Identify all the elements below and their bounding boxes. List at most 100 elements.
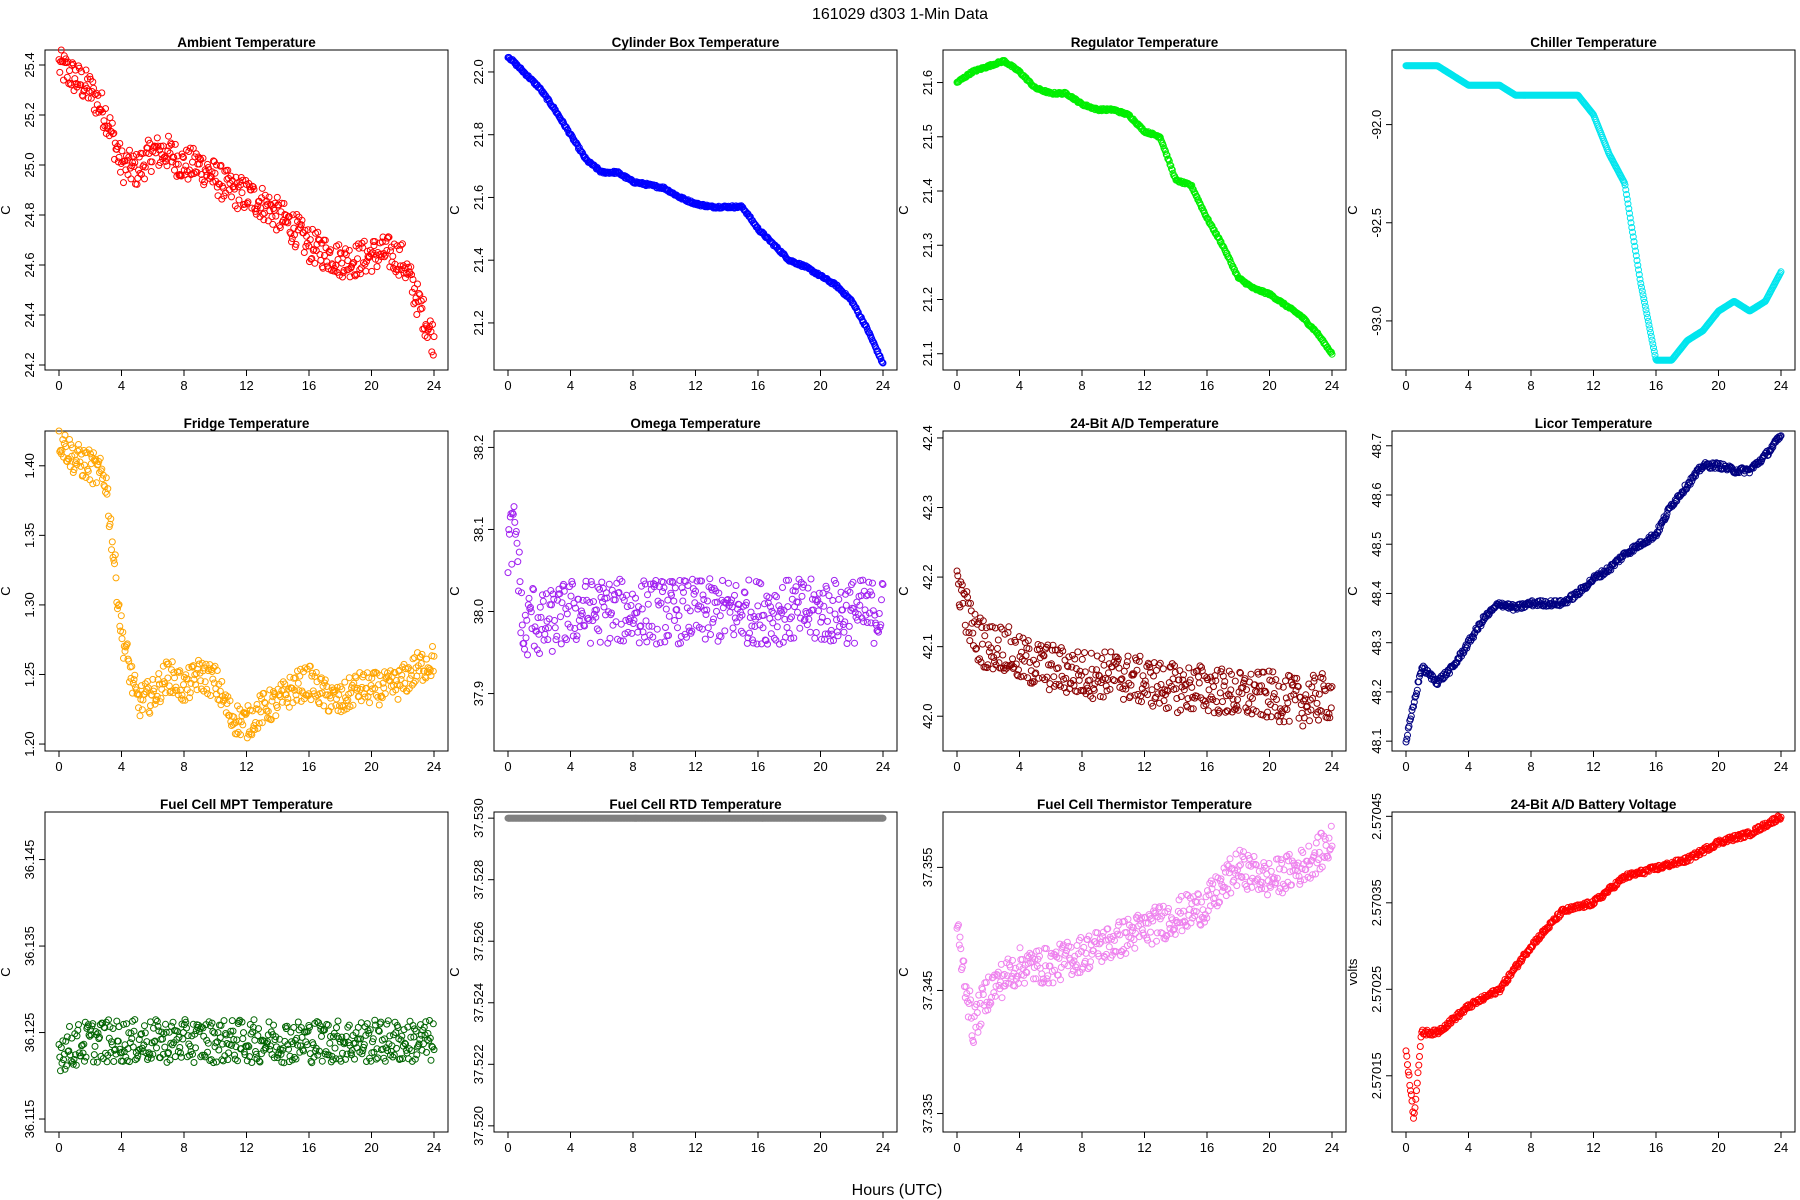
x-tick-label: 24	[1325, 759, 1339, 774]
data-point	[161, 1043, 169, 1051]
data-point	[427, 328, 435, 336]
data-point	[327, 246, 334, 254]
y-tick-label: 22.0	[471, 59, 486, 84]
y-tick-label: 21.2	[471, 310, 486, 335]
data-point	[306, 236, 314, 244]
data-point	[644, 591, 651, 599]
data-point	[521, 645, 528, 653]
data-point	[730, 631, 738, 639]
data-point	[171, 140, 179, 148]
data-point	[605, 580, 613, 588]
x-tick-label: 0	[55, 1140, 62, 1155]
data-point	[524, 651, 531, 659]
data-point	[112, 574, 120, 582]
data-point	[108, 538, 116, 546]
data-point	[292, 240, 300, 248]
x-tick-label: 20	[1711, 759, 1725, 774]
y-tick-label: -92.0	[1369, 110, 1384, 140]
x-tick-label: 0	[953, 378, 960, 393]
chart-title: Licor Temperature	[1535, 416, 1653, 431]
data-point	[272, 212, 280, 220]
data-point	[423, 334, 431, 341]
x-tick-label: 8	[629, 759, 636, 774]
data-point	[409, 276, 417, 283]
data-point	[234, 205, 241, 213]
data-point	[510, 503, 518, 511]
data-point	[598, 578, 606, 586]
data-point	[162, 154, 170, 162]
y-tick-label: 21.4	[471, 248, 486, 273]
data-point	[779, 584, 786, 591]
data-point	[200, 1032, 208, 1040]
data-point	[557, 613, 564, 621]
x-tick-label: 4	[567, 759, 574, 774]
data-point	[103, 490, 111, 498]
data-point	[162, 157, 169, 165]
data-point	[1315, 716, 1322, 724]
data-point	[164, 674, 172, 682]
data-point	[674, 624, 681, 632]
data-point	[285, 213, 293, 221]
data-point	[557, 640, 565, 648]
data-point	[773, 623, 781, 631]
x-tick-label: 20	[1262, 378, 1276, 393]
figure-xlabel: Hours (UTC)	[852, 1182, 943, 1199]
plot-frame	[1391, 49, 1796, 371]
data-point	[332, 261, 340, 269]
data-point	[339, 273, 346, 281]
data-point	[321, 252, 328, 259]
data-point	[358, 239, 366, 247]
data-point	[125, 153, 133, 161]
data-point	[1185, 664, 1193, 672]
x-tick-label: 0	[504, 759, 511, 774]
data-point	[110, 1058, 118, 1065]
data-point	[66, 1023, 73, 1030]
data-point	[561, 634, 569, 642]
data-point	[418, 304, 426, 312]
data-point	[84, 75, 91, 83]
data-point	[429, 351, 437, 359]
y-tick-label: 42.1	[920, 634, 935, 659]
data-point	[188, 170, 196, 178]
data-point	[369, 249, 376, 257]
data-point	[421, 332, 429, 340]
data-point	[211, 169, 219, 177]
data-point	[1299, 722, 1307, 730]
y-tick-label: 36.145	[22, 840, 37, 880]
figure-title: 161029 d303 1-Min Data	[812, 6, 988, 23]
data-point	[807, 575, 815, 583]
y-tick-label: 24.4	[22, 302, 37, 327]
data-point	[131, 671, 139, 679]
x-tick-label: 12	[239, 378, 253, 393]
y-axis-label: C	[447, 586, 462, 595]
data-point	[91, 91, 99, 98]
data-point	[81, 461, 88, 469]
x-tick-label: 24	[876, 1140, 890, 1155]
data-point	[773, 593, 780, 601]
x-tick-label: 8	[629, 378, 636, 393]
data-point	[311, 259, 319, 267]
data-point	[384, 234, 391, 242]
data-point	[106, 114, 114, 122]
y-tick-label: 24.2	[22, 352, 37, 377]
data-points	[1402, 62, 1785, 364]
x-tick-label: 0	[55, 759, 62, 774]
data-point	[354, 240, 362, 248]
data-point	[215, 1046, 223, 1054]
data-point	[1065, 653, 1073, 661]
data-point	[770, 634, 778, 642]
data-point	[335, 241, 343, 249]
x-tick-label: 4	[1016, 759, 1023, 774]
data-point	[326, 1039, 334, 1047]
data-point	[1219, 698, 1226, 706]
data-point	[368, 267, 376, 275]
data-point	[359, 244, 367, 252]
y-tick-label: 38.2	[471, 435, 486, 460]
data-point	[141, 1022, 148, 1030]
data-point	[824, 617, 831, 625]
data-point	[675, 612, 683, 620]
data-point	[318, 1057, 326, 1065]
data-point	[1101, 648, 1109, 656]
data-point	[156, 159, 164, 166]
data-point	[563, 636, 570, 644]
